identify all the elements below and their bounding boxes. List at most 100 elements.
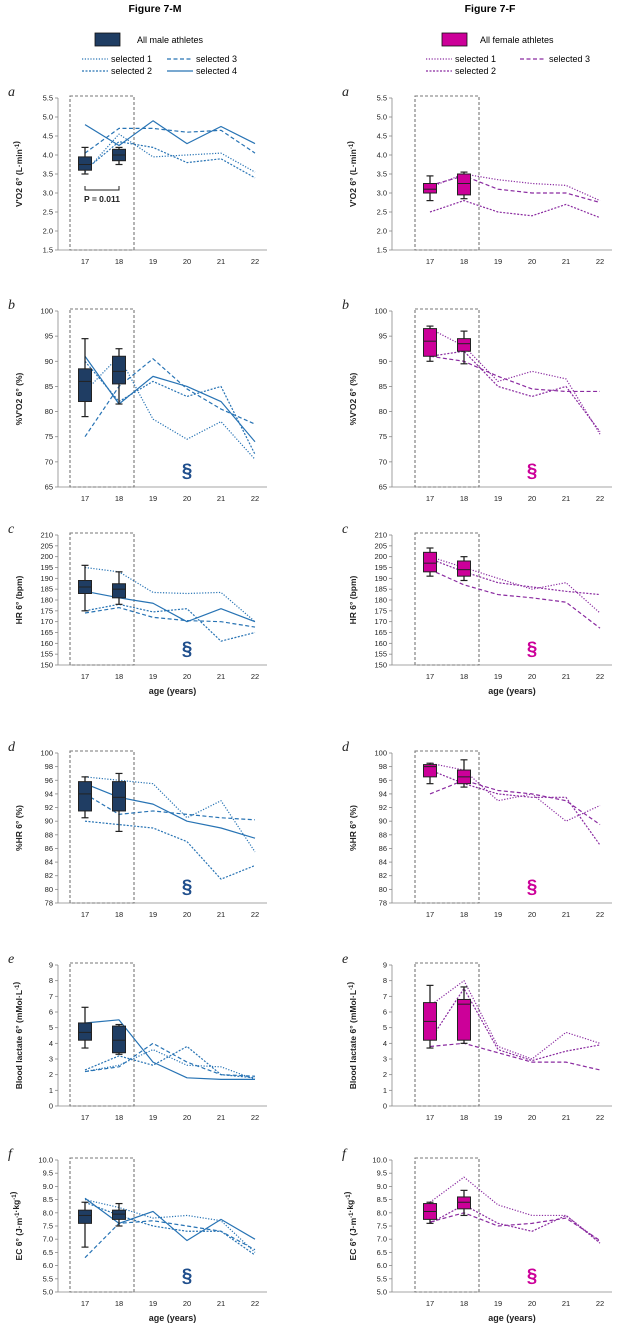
chart-f-b-panel-letter: b [342, 298, 349, 313]
chart-f-a-y-tick-label: 4.5 [377, 132, 387, 141]
chart-m-b-x-tick-label: 22 [251, 494, 259, 503]
chart-f-c-boxplot-18 [457, 556, 471, 582]
chart-f-e-x-tick-label: 20 [528, 1113, 536, 1122]
chart-m-d-x-tick-label: 19 [149, 910, 157, 919]
chart-f-c-x-tick-label: 17 [426, 672, 434, 681]
chart-f-a-panel-letter: a [342, 85, 349, 100]
chart-m-a-y-tick-label: 5.5 [43, 94, 53, 103]
chart-f-c-y-tick-label: 180 [374, 596, 387, 605]
chart-f-c-x-axis-label: age (years) [488, 686, 536, 696]
chart-f-f-y-tick-label: 6.0 [377, 1261, 387, 1270]
chart-f-f-y-tick-label: 10.0 [372, 1156, 387, 1165]
chart-f-e-y-tick-label: 9 [383, 961, 387, 970]
chart-m-b-series-selected-2 [84, 360, 256, 455]
legend-female-line-label-2: selected 3 [549, 54, 590, 64]
chart-f-a-y-tick-label: 3.0 [377, 189, 387, 198]
chart-f-e-highlight-frame [414, 962, 480, 1107]
chart-m-d-y-tick-label: 80 [45, 885, 53, 894]
chart-m-d-x-tick-label: 21 [217, 910, 225, 919]
chart-m-e-y-tick-label: 6 [49, 1008, 53, 1017]
chart-m-d-y-tick-label: 98 [45, 762, 53, 771]
chart-f-e-series-selected-2 [429, 987, 601, 1062]
chart-m-d-y-tick-label: 94 [45, 789, 53, 798]
chart-f-b-y-tick-label: 100 [374, 307, 387, 316]
chart-f-f-y-tick-label: 8.0 [377, 1208, 387, 1217]
chart-f-b-y-axis-label: %V'O2 6° (%) [348, 373, 358, 426]
chart-m-f-x-axis-label: age (years) [149, 1313, 197, 1323]
chart-f-f: f 5.0 5.5 6.0 6.5 7.0 7.5 8.0 8.5 9.0 9.5 10.0 17 18 1… [342, 1147, 612, 1323]
chart-m-f-y-tick-label: 6.5 [43, 1248, 53, 1257]
chart-f-f-x-tick-label: 19 [494, 1299, 502, 1308]
chart-m-c-y-axis-label: HR 6° (bpm) [14, 575, 24, 624]
chart-m-b-x-tick-label: 17 [81, 494, 89, 503]
chart-f-f-series-selected-1 [429, 1176, 601, 1243]
chart-f-b-y-tick-label: 65 [379, 483, 387, 492]
legend-female-box-swatch [441, 32, 468, 47]
chart-m-d-y-tick-label: 88 [45, 830, 53, 839]
chart-m-a-boxplot-18 [112, 146, 126, 166]
chart-m-c-y-tick-label: 205 [40, 541, 53, 550]
chart-m-a-box [78, 156, 92, 171]
chart-f-c-y-tick-label: 175 [374, 606, 387, 615]
chart-m-f-y-tick-label: 7.0 [43, 1235, 53, 1244]
chart-m-c-y-tick-label: 210 [40, 531, 53, 540]
chart-m-c-y-tick-label: 155 [40, 650, 53, 659]
chart-m-e-y-tick-label: 2 [49, 1070, 53, 1079]
chart-f-b-x-tick-label: 21 [562, 494, 570, 503]
chart-f-c-series-selected-3 [429, 569, 601, 629]
chart-m-d-x-tick-label: 20 [183, 910, 191, 919]
chart-f-e-y-tick-label: 0 [383, 1102, 387, 1111]
legend-female-line-label-3: selected 2 [455, 66, 496, 76]
chart-f-b-highlight-frame [414, 308, 480, 488]
chart-f-d-highlight-frame [414, 750, 480, 904]
chart-f-c-y-tick-label: 160 [374, 639, 387, 648]
chart-f-c-x-tick-label: 18 [460, 672, 468, 681]
chart-f-a-y-tick-label: 2.0 [377, 227, 387, 236]
chart-m-c-series-selected-1 [84, 566, 256, 623]
chart-m-e-series-selected-2 [84, 1045, 256, 1079]
chart-m-b-section-symbol: § [182, 461, 193, 482]
chart-m-d-boxplot-18 [112, 772, 126, 833]
chart-m-d-series-selected-2 [84, 820, 256, 880]
chart-m-f-boxplot-18 [112, 1202, 126, 1227]
chart-f-c-y-tick-label: 210 [374, 531, 387, 540]
chart-f-c-y-tick-label: 150 [374, 661, 387, 670]
chart-m-a-panel-letter: a [8, 85, 15, 100]
chart-m-a-y-tick-label: 4.5 [43, 132, 53, 141]
chart-m-a-y-tick-label: 2.0 [43, 227, 53, 236]
chart-f-a-x-tick-label: 20 [528, 257, 536, 266]
chart-f-c-x-tick-label: 21 [562, 672, 570, 681]
chart-m-e-boxplot-18 [112, 1023, 126, 1055]
chart-m-d-y-axis-label: %HR 6° (%) [14, 805, 24, 851]
chart-f-d: d 78 80 82 84 86 88 90 92 94 96 98 100 17 18 19 20 21 22 %H… [342, 740, 612, 919]
legend-female: All female athletes selected 1 selected … [426, 32, 590, 76]
chart-f-e-panel-letter: e [342, 952, 348, 967]
chart-m-e-y-tick-label: 8 [49, 976, 53, 985]
legend-female-box-label: All female athletes [480, 35, 554, 45]
legend-male: All male athletes selected 1 selected 3 … [82, 32, 237, 76]
chart-m-a-y-tick-label: 3.0 [43, 189, 53, 198]
chart-f-b-y-tick-label: 70 [379, 457, 387, 466]
chart-m-e-series-selected-1 [84, 1048, 256, 1080]
chart-f-a-y-tick-label: 5.0 [377, 113, 387, 122]
chart-m-b-boxplot-18 [112, 348, 126, 405]
chart-m-e-y-tick-label: 5 [49, 1023, 53, 1032]
chart-m-e-y-tick-label: 3 [49, 1055, 53, 1064]
chart-m-a-y-axis-label: V'O2 6° (L·min-1) [11, 141, 24, 207]
chart-f-a-y-tick-label: 3.5 [377, 170, 387, 179]
chart-m-e-panel-letter: e [8, 952, 14, 967]
chart-f-f-x-tick-label: 21 [562, 1299, 570, 1308]
chart-m-c-section-symbol: § [182, 639, 193, 660]
chart-f-f-x-axis-label: age (years) [488, 1313, 536, 1323]
chart-f-a-box [423, 183, 437, 194]
chart-m-f-box [78, 1209, 92, 1224]
chart-f-d-y-axis-label: %HR 6° (%) [348, 805, 358, 851]
chart-m-c-y-tick-label: 170 [40, 617, 53, 626]
chart-m-f-series-selected-3 [84, 1220, 256, 1259]
chart-f-b-section-symbol: § [527, 461, 538, 482]
chart-m-f-highlight-frame [69, 1157, 135, 1293]
chart-m-a-x-tick-label: 17 [81, 257, 89, 266]
chart-f-d-series-selected-3 [429, 779, 601, 826]
chart-f-b-boxplot-18 [457, 330, 471, 365]
